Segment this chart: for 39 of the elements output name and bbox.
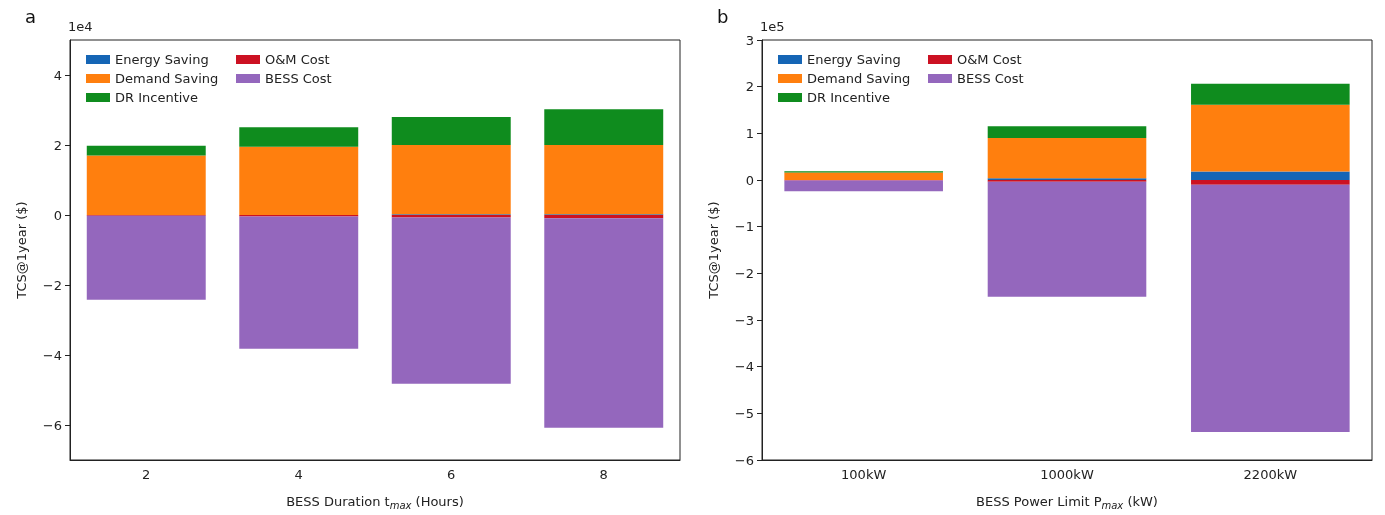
- legend-label: O&M Cost: [957, 52, 1022, 67]
- legend-label: Energy Saving: [807, 52, 901, 67]
- x-tick-label: 1000kW: [1040, 467, 1094, 482]
- x-tick-label: 8: [599, 467, 608, 482]
- y-tick-label: 1: [745, 125, 754, 141]
- text: 1e5: [760, 19, 785, 34]
- y-tick-label: −2: [734, 265, 754, 281]
- y-tick-label: −4: [734, 359, 754, 375]
- y-tick-label: 4: [53, 67, 62, 83]
- y-tick-label: 0: [53, 207, 62, 223]
- y-tick-label: −3: [734, 312, 754, 328]
- y-tick-label: −6: [734, 452, 754, 468]
- x-tick-label: 4: [294, 467, 303, 482]
- y-tick-label: 3: [745, 32, 754, 48]
- y-tick-label: −2: [42, 277, 62, 293]
- y-tick-label: −5: [734, 405, 754, 421]
- x-tick-label: 2200kW: [1243, 467, 1298, 482]
- x-tick-label: 100kW: [841, 467, 887, 482]
- y-tick-label: 0: [745, 172, 754, 188]
- legend-label: DR Incentive: [115, 90, 199, 105]
- y-tick-label: 2: [53, 137, 62, 153]
- legend-label: DR Incentive: [807, 90, 891, 105]
- legend-label: BESS Cost: [265, 71, 332, 86]
- chart-title: b: [717, 5, 729, 27]
- y-axis-title: TCS@1year ($): [14, 201, 29, 300]
- legend-label: Energy Saving: [115, 52, 209, 67]
- chart-title: a: [25, 5, 37, 27]
- x-tick-label: 2: [142, 467, 151, 482]
- x-tick-label: 6: [447, 467, 456, 482]
- y-tick-label: −4: [42, 347, 62, 363]
- y-tick-label: 2: [745, 79, 754, 95]
- y-axis-title: TCS@1year ($): [706, 201, 721, 300]
- legend-label: O&M Cost: [265, 52, 330, 67]
- legend-label: Demand Saving: [807, 71, 911, 86]
- legend-label: BESS Cost: [957, 71, 1024, 86]
- legend-label: Demand Saving: [115, 71, 219, 86]
- y-tick-label: −6: [42, 417, 62, 433]
- text: 1e4: [68, 19, 93, 34]
- y-tick-label: −1: [734, 219, 754, 235]
